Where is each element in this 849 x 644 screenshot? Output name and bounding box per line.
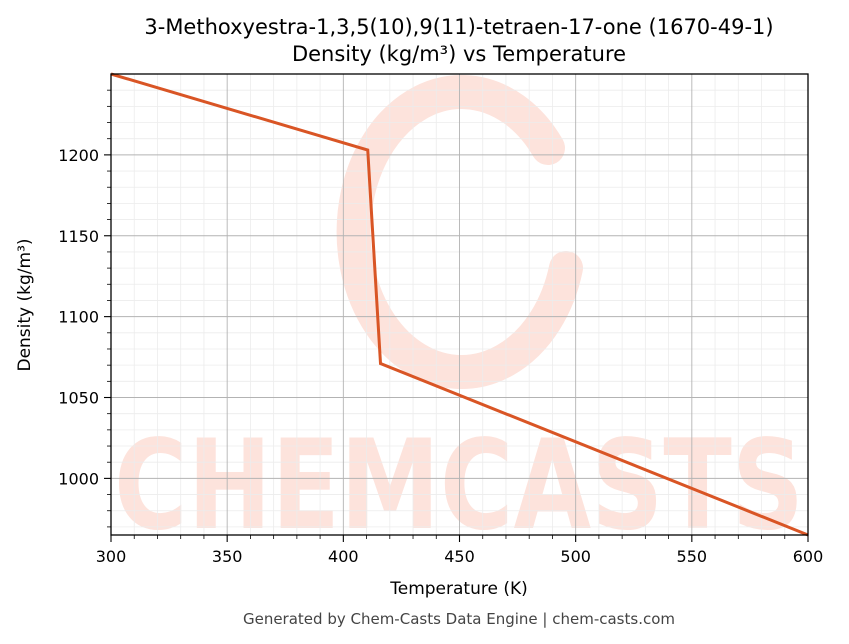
y-axis-label: Density (kg/m³) xyxy=(15,238,35,371)
x-tick-label: 500 xyxy=(560,547,591,566)
y-tick-label: 1200 xyxy=(58,146,99,165)
y-tick-label: 1000 xyxy=(58,469,99,488)
x-tick-label: 350 xyxy=(212,547,243,566)
major-grid xyxy=(110,74,809,535)
x-tick-label: 400 xyxy=(328,547,359,566)
density-series-line-0 xyxy=(110,72,809,537)
series-layer xyxy=(110,72,809,537)
y-tick-labels: 1000 1050 1100 1150 1200 xyxy=(58,146,99,489)
chart-subtitle: Density (kg/m³) vs Temperature xyxy=(292,42,626,66)
x-tick-label: 450 xyxy=(444,547,475,566)
chart-title: 3-Methoxyestra-1,3,5(10),9(11)-tetraen-1… xyxy=(144,15,773,39)
footer-credit: Generated by Chem-Casts Data Engine | ch… xyxy=(243,610,675,628)
y-tick-label: 1150 xyxy=(58,227,99,246)
watermark: CHEMCASTS xyxy=(114,75,804,558)
axis-ticks xyxy=(104,89,809,542)
x-tick-labels: 300 350 400 450 500 550 600 xyxy=(96,547,824,566)
x-axis-label: Temperature (K) xyxy=(389,579,528,599)
watermark-c-logo-icon xyxy=(336,75,583,390)
x-tick-label: 550 xyxy=(677,547,708,566)
x-tick-label: 600 xyxy=(793,547,824,566)
y-tick-label: 1100 xyxy=(58,308,99,327)
x-tick-label: 300 xyxy=(96,547,127,566)
y-tick-label: 1050 xyxy=(58,389,99,408)
